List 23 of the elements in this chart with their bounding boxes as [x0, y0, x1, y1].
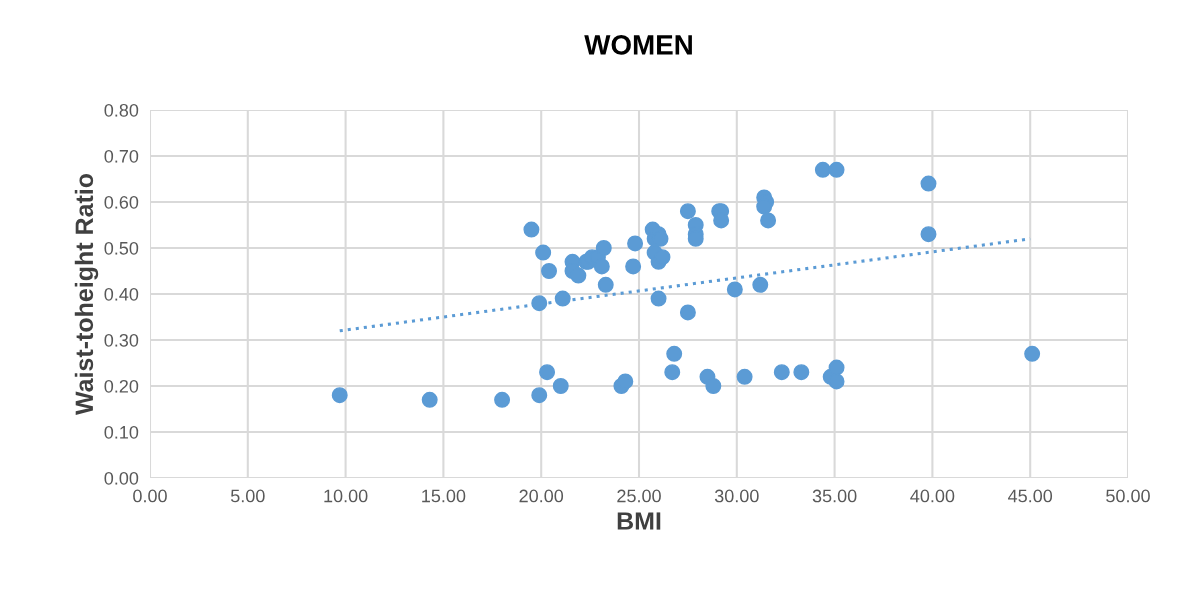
y-tick-label: 0.00 [104, 471, 139, 485]
x-tick-label: 35.00 [812, 489, 857, 503]
x-tick-label: 10.00 [324, 489, 368, 503]
y-tick-label: 0.60 [104, 195, 139, 209]
y-tick-label: 0.40 [104, 287, 139, 301]
x-tick-label: 40.00 [910, 489, 955, 503]
x-tick-label: 50.00 [1106, 489, 1150, 503]
x-tick-label: 30.00 [714, 489, 759, 503]
x-tick-label: 15.00 [422, 489, 466, 503]
y-tick-label: 0.20 [104, 379, 139, 393]
y-tick-label: 0.70 [104, 149, 139, 163]
y-tick-label: 0.30 [104, 333, 139, 347]
x-tick-label: 45.00 [1008, 489, 1053, 503]
y-tick-label: 0.80 [104, 103, 139, 117]
x-tick-label: 5.00 [230, 489, 265, 503]
chart-title: WOMEN [584, 35, 692, 55]
x-tick-label: 25.00 [617, 489, 661, 503]
y-tick-label: 0.10 [104, 425, 139, 439]
x-tick-label: 20.00 [519, 489, 564, 503]
x-axis-title: BMI [617, 512, 661, 530]
y-axis-title: Waist-toheight Ratio [74, 173, 99, 416]
y-tick-label: 0.50 [104, 241, 139, 255]
x-tick-label: 0.00 [133, 489, 167, 503]
